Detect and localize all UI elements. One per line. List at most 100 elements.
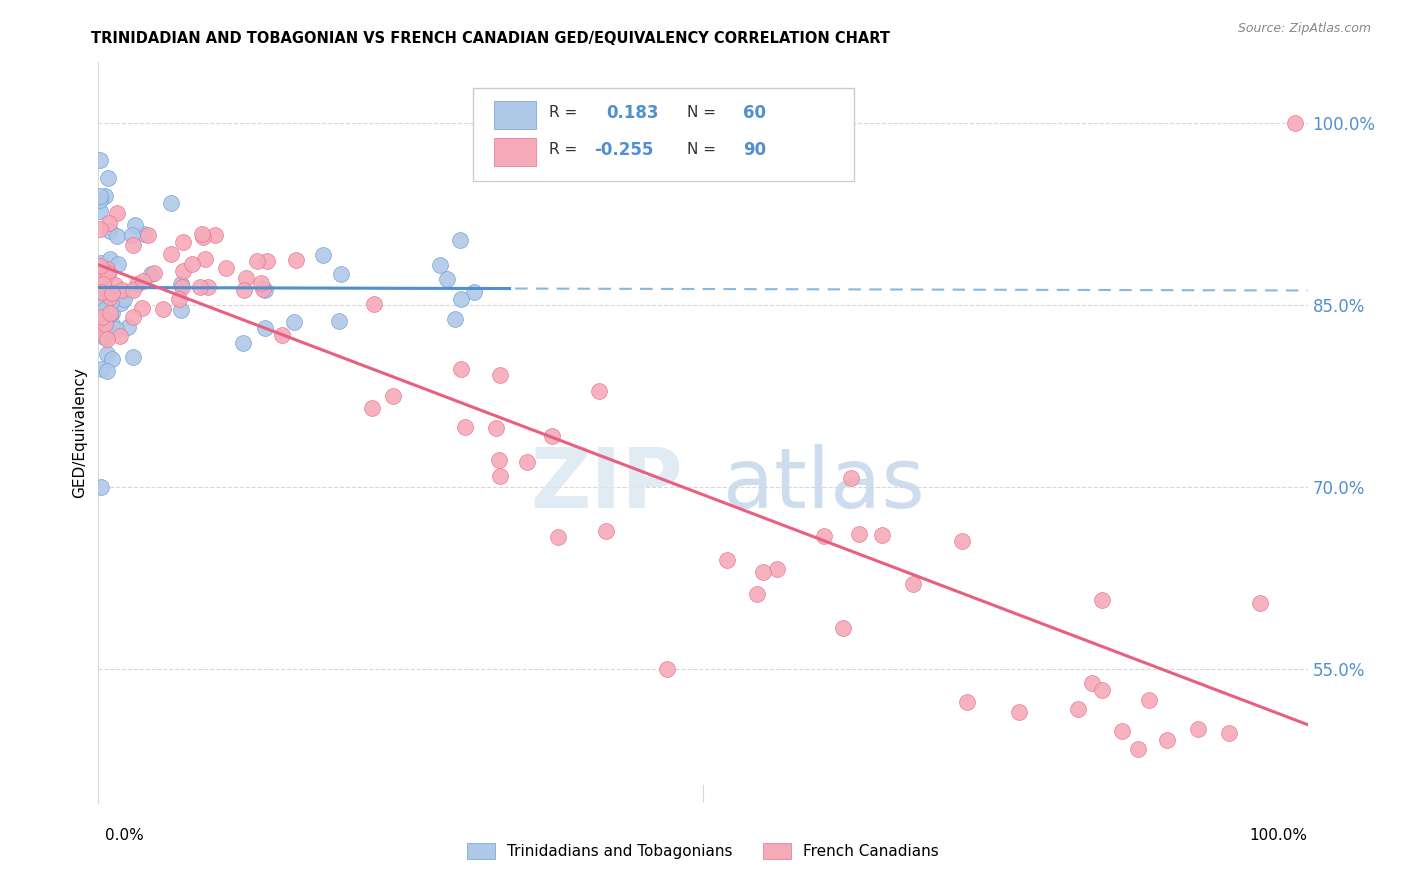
Point — [516, 455, 538, 469]
Point — [1126, 742, 1149, 756]
Point — [170, 303, 193, 318]
Point — [89, 204, 111, 219]
Point — [89, 222, 111, 236]
Point — [167, 292, 190, 306]
Point — [1091, 683, 1114, 698]
Point — [381, 388, 404, 402]
Point — [745, 587, 768, 601]
Point — [330, 268, 353, 282]
Point — [96, 262, 118, 277]
Point — [449, 233, 471, 247]
Point — [91, 270, 114, 285]
Point — [484, 421, 506, 435]
Point — [813, 529, 835, 543]
Point — [1007, 705, 1029, 719]
Point — [132, 227, 155, 242]
Point — [1156, 733, 1178, 747]
Point — [89, 189, 111, 203]
Text: Source: ZipAtlas.com: Source: ZipAtlas.com — [1237, 22, 1371, 36]
Point — [328, 314, 350, 328]
Point — [121, 228, 143, 243]
Point — [180, 257, 202, 271]
Text: TRINIDADIAN AND TOBAGONIAN VS FRENCH CANADIAN GED/EQUIVALENCY CORRELATION CHART: TRINIDADIAN AND TOBAGONIAN VS FRENCH CAN… — [91, 31, 890, 46]
Point — [105, 205, 128, 219]
Point — [97, 266, 120, 280]
Point — [97, 171, 120, 186]
Point — [283, 316, 305, 330]
Text: N =: N = — [688, 105, 721, 120]
Point — [122, 283, 145, 297]
Point — [110, 328, 132, 343]
Point — [160, 246, 183, 260]
Point — [98, 306, 121, 320]
Point — [872, 528, 894, 542]
Point — [98, 224, 121, 238]
Point — [716, 553, 738, 567]
Point — [89, 153, 111, 167]
Point — [950, 534, 973, 549]
Point — [89, 267, 111, 281]
Point — [172, 235, 194, 249]
Point — [98, 290, 121, 304]
Point — [90, 272, 112, 286]
FancyBboxPatch shape — [494, 138, 536, 166]
Point — [450, 362, 472, 376]
Text: 60: 60 — [742, 103, 766, 122]
Point — [91, 362, 114, 376]
Point — [94, 189, 117, 203]
Point — [193, 230, 215, 244]
Point — [246, 253, 269, 268]
Point — [139, 268, 162, 282]
Point — [110, 296, 132, 310]
Y-axis label: GED/Equivalency: GED/Equivalency — [72, 368, 87, 498]
Point — [107, 256, 129, 270]
Point — [253, 283, 276, 297]
Point — [89, 273, 111, 287]
Point — [547, 530, 569, 544]
Point — [214, 261, 236, 276]
Text: -0.255: -0.255 — [595, 141, 654, 159]
Point — [122, 237, 145, 252]
Point — [90, 480, 112, 494]
Point — [235, 270, 257, 285]
Point — [89, 273, 111, 287]
Point — [94, 318, 117, 332]
Point — [117, 319, 139, 334]
Point — [91, 274, 114, 288]
FancyBboxPatch shape — [494, 101, 536, 129]
Point — [256, 254, 278, 268]
Point — [131, 301, 153, 315]
Point — [104, 277, 127, 292]
Point — [1091, 593, 1114, 607]
Point — [91, 310, 114, 325]
Point — [131, 274, 153, 288]
Point — [89, 326, 111, 340]
Point — [1284, 116, 1306, 130]
Point — [595, 524, 617, 539]
Point — [136, 228, 159, 243]
Point — [160, 195, 183, 210]
Point — [105, 229, 128, 244]
Point — [766, 562, 789, 576]
Point — [101, 318, 124, 332]
Text: 90: 90 — [742, 141, 766, 159]
Point — [96, 332, 118, 346]
Point — [488, 453, 510, 467]
Point — [1137, 693, 1160, 707]
Point — [252, 283, 274, 297]
Point — [463, 285, 485, 300]
Point — [450, 292, 472, 306]
Point — [100, 285, 122, 300]
Point — [94, 272, 117, 286]
Point — [142, 266, 165, 280]
Point — [1081, 676, 1104, 690]
Point — [94, 301, 117, 316]
Point — [312, 247, 335, 261]
Point — [588, 384, 610, 398]
Point — [489, 468, 512, 483]
Point — [112, 293, 135, 307]
Point — [454, 420, 477, 434]
Point — [93, 277, 115, 291]
Point — [1067, 701, 1090, 715]
Point — [363, 297, 385, 311]
